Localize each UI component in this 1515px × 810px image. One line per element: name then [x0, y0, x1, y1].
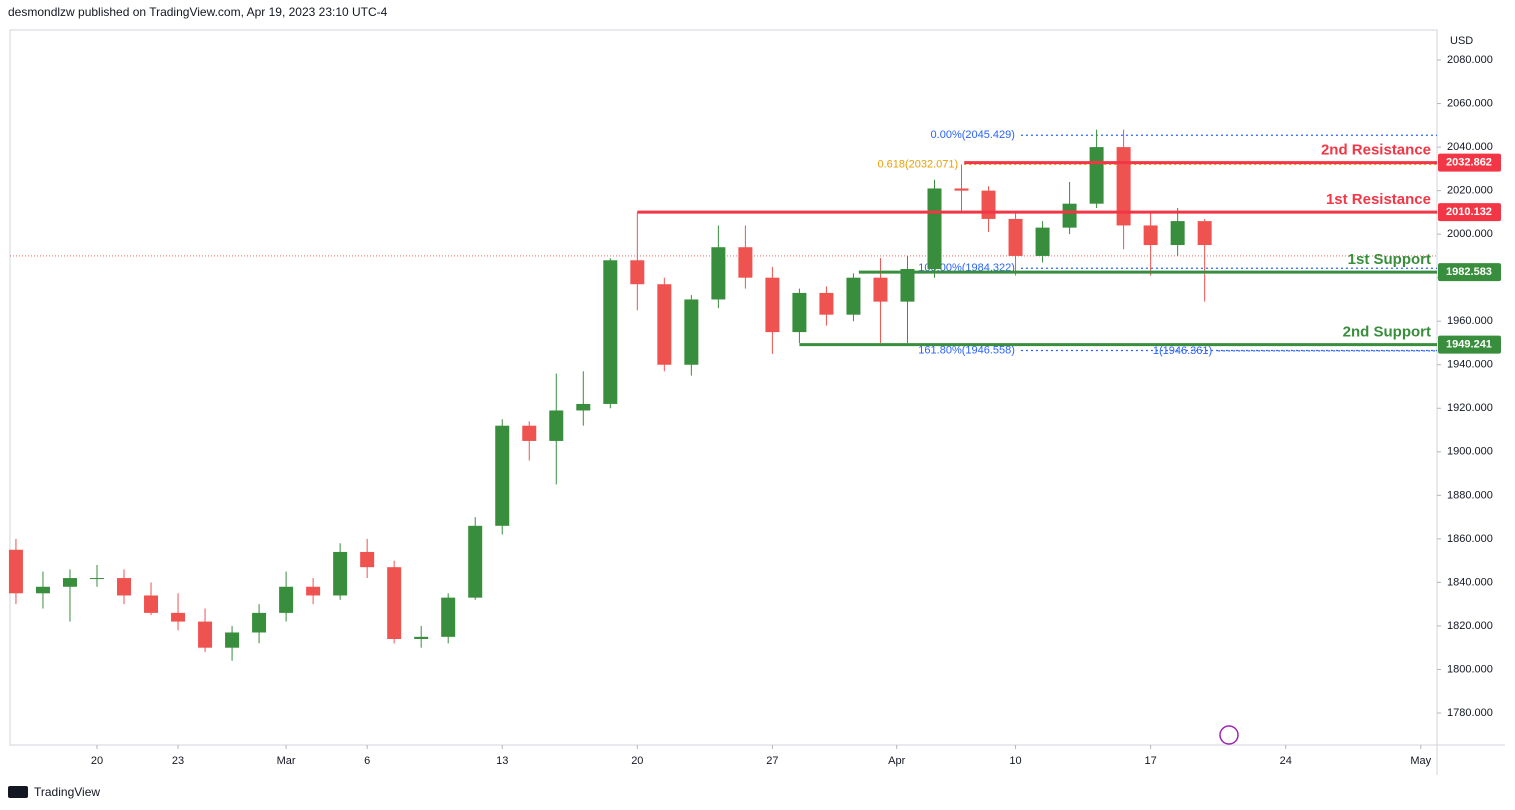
price-tag-label: 2010.132 — [1446, 206, 1492, 218]
candle-body — [333, 551, 348, 596]
candle-body — [1008, 218, 1023, 256]
fib-label: 161.80%(1946.558) — [918, 344, 1015, 356]
candle-body — [171, 612, 186, 622]
candle-body — [252, 612, 267, 633]
candle-body — [1143, 225, 1158, 246]
y-tick-label: 1820.000 — [1447, 620, 1493, 632]
price-tag — [1438, 263, 1501, 282]
x-tick-label: 17 — [1145, 755, 1157, 767]
price-tag-label: 2032.862 — [1446, 157, 1492, 169]
y-tick-label: 1920.000 — [1447, 402, 1493, 414]
candle-body — [873, 277, 888, 302]
candle-body — [819, 292, 834, 315]
candle-body — [441, 597, 456, 637]
candle-body — [414, 636, 429, 640]
candle-body — [657, 284, 672, 365]
candle-body — [603, 260, 618, 404]
x-tick-label: Apr — [888, 755, 905, 767]
y-tick-label: 1900.000 — [1447, 446, 1493, 458]
candle-body — [792, 292, 807, 333]
y-tick-label: 1940.000 — [1447, 359, 1493, 371]
candle-body — [306, 586, 321, 596]
candle-body — [495, 425, 510, 526]
header: desmondlzw published on TradingView.com,… — [8, 5, 388, 19]
flash-icon[interactable] — [1219, 725, 1239, 745]
candle-body — [684, 299, 699, 365]
price-tag-label: 1949.241 — [1446, 339, 1492, 351]
candle-body — [927, 188, 942, 269]
candle-body — [1170, 221, 1185, 246]
level-name: 2nd Resistance — [1321, 142, 1431, 159]
y-tick-label: 1780.000 — [1447, 707, 1493, 719]
candle-body — [144, 595, 159, 613]
y-tick-label: 2000.000 — [1447, 228, 1493, 240]
candle-body — [522, 425, 537, 441]
logo — [8, 786, 28, 798]
candle-body — [900, 268, 915, 302]
y-tick-label: 2080.000 — [1447, 54, 1493, 66]
candle-body — [981, 190, 996, 219]
candle-body — [549, 410, 564, 441]
candle-body — [1089, 147, 1104, 204]
candle-body — [198, 621, 213, 648]
y-tick-label: 2020.000 — [1447, 185, 1493, 197]
candle-body — [846, 277, 861, 315]
candle-body — [35, 586, 50, 594]
x-tick-label: Mar — [277, 755, 296, 767]
x-tick-label: 6 — [364, 755, 370, 767]
x-tick-label: May — [1410, 755, 1431, 767]
currency: USD — [1450, 35, 1473, 47]
y-tick-label: 1860.000 — [1447, 533, 1493, 545]
price-tag-label: 1982.583 — [1446, 266, 1492, 278]
footer: TradingView — [34, 785, 100, 799]
candle-body — [954, 188, 969, 191]
candle-body — [387, 567, 402, 640]
x-tick-label: 24 — [1280, 755, 1292, 767]
plot-frame — [9, 29, 1438, 746]
candle-body — [1035, 227, 1050, 256]
candle-body — [765, 277, 780, 333]
candle-body — [89, 578, 104, 580]
x-tick-label: 20 — [631, 755, 643, 767]
price-tag — [1438, 335, 1501, 354]
candle-body — [468, 525, 483, 598]
y-tick-label: 2040.000 — [1447, 141, 1493, 153]
y-tick-label: 1840.000 — [1447, 576, 1493, 588]
candle-body — [62, 578, 77, 587]
y-tick-label: 1800.000 — [1447, 663, 1493, 675]
candle-body — [8, 549, 23, 594]
level-name: 1st Resistance — [1326, 191, 1431, 208]
fib-label: 0.00%(2045.429) — [931, 129, 1015, 141]
x-tick-label: 20 — [91, 755, 103, 767]
y-tick-label: 1880.000 — [1447, 489, 1493, 501]
y-tick-label: 2060.000 — [1447, 97, 1493, 109]
fib-label: 0.618(2032.071) — [877, 158, 958, 170]
level-name: 1st Support — [1348, 251, 1431, 268]
y-tick-label: 1960.000 — [1447, 315, 1493, 327]
candle-body — [360, 551, 375, 568]
x-tick-label: 27 — [766, 755, 778, 767]
price-tag — [1438, 203, 1501, 222]
fib-label: 1(1946.361) — [1153, 345, 1212, 357]
candle-body — [711, 247, 726, 300]
x-tick-label: 23 — [172, 755, 184, 767]
price-tag — [1438, 153, 1501, 172]
candle-body — [117, 578, 132, 596]
candle-body — [576, 403, 591, 411]
level-name: 2nd Support — [1343, 324, 1431, 341]
x-tick-label: 13 — [496, 755, 508, 767]
x-tick-label: 10 — [1009, 755, 1021, 767]
candle-body — [738, 247, 753, 278]
candle-body — [225, 632, 240, 648]
candle-body — [1116, 147, 1131, 226]
candle-body — [630, 260, 645, 285]
candle-body — [279, 586, 294, 613]
candle-body — [1197, 221, 1212, 246]
candle-body — [1062, 203, 1077, 228]
